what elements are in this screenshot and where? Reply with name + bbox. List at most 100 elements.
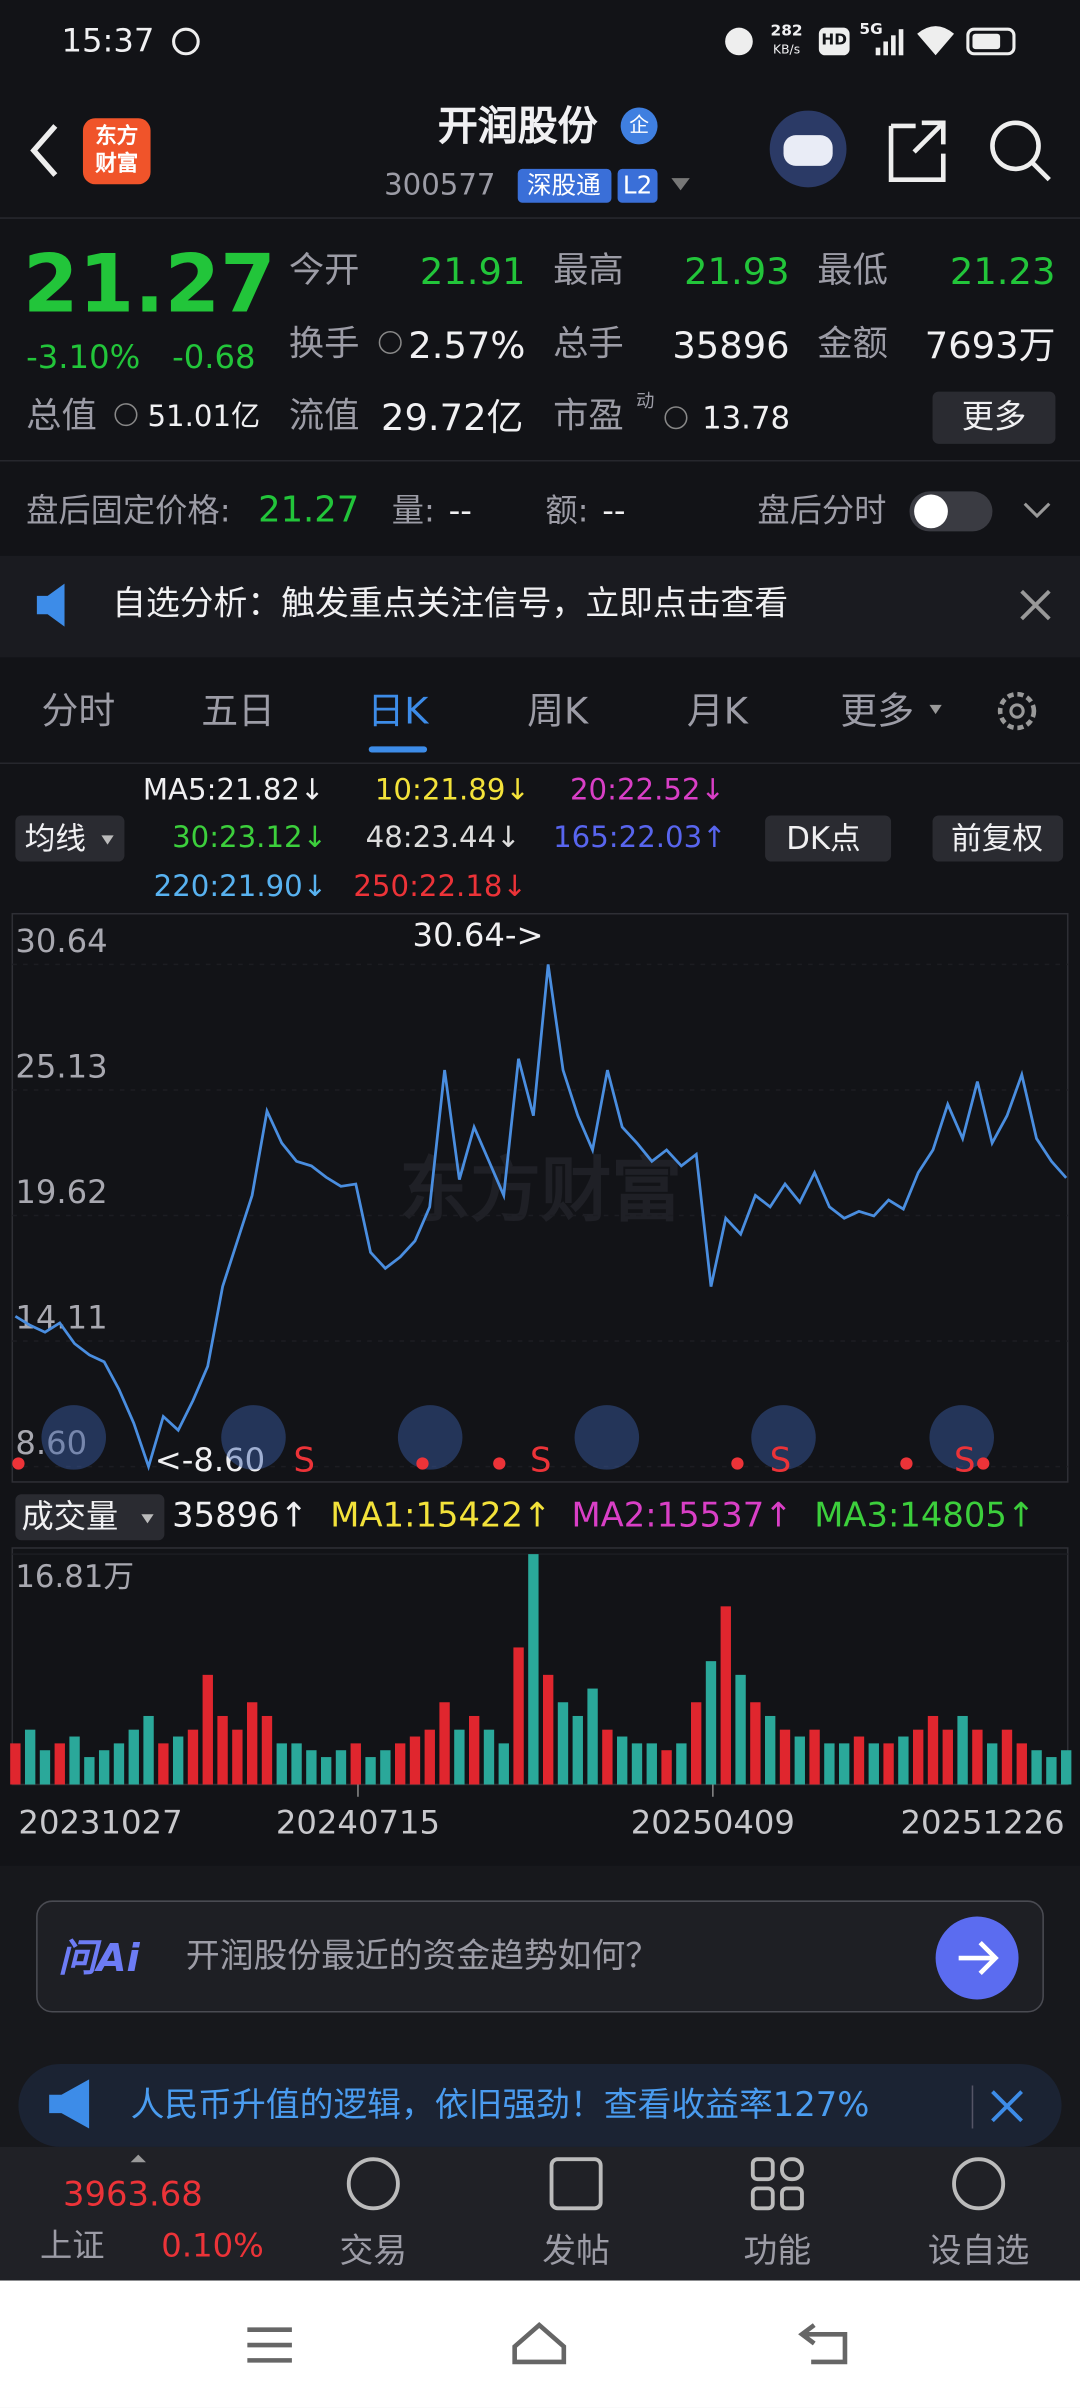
back-nav-button[interactable] bbox=[798, 2323, 848, 2365]
after-hours-toggle-label: 盘后分时 bbox=[757, 492, 887, 530]
chart-control[interactable] bbox=[41, 1405, 107, 1470]
dk-label[interactable]: DK点 bbox=[786, 820, 861, 857]
field-value: 51.01亿 bbox=[147, 400, 261, 434]
tab[interactable]: 月K bbox=[686, 689, 748, 733]
index-name[interactable]: 上证 bbox=[39, 2227, 105, 2265]
connect-tag-bg bbox=[517, 168, 612, 203]
field-value: 21.93 bbox=[684, 250, 790, 294]
back-button[interactable] bbox=[30, 124, 58, 177]
volume-bar bbox=[587, 1688, 598, 1785]
dropdown-icon[interactable] bbox=[671, 178, 690, 191]
ai-prompt[interactable]: 开润股份最近的资金趋势如何？ bbox=[185, 1938, 660, 1977]
price-frame bbox=[11, 912, 1069, 1483]
index-change[interactable]: 0.10% bbox=[161, 2227, 264, 2265]
nav-item[interactable]: 设自选 bbox=[927, 2232, 1030, 2272]
chart-control[interactable] bbox=[221, 1405, 286, 1470]
volume-bar bbox=[720, 1606, 731, 1785]
more-label[interactable]: 更多 bbox=[961, 398, 1027, 436]
expand-index[interactable] bbox=[130, 2154, 146, 2163]
banner-bg[interactable] bbox=[18, 2063, 1062, 2147]
volume-ma-legend: MA3:14805↑ bbox=[814, 1497, 1036, 1536]
signal-label: S bbox=[530, 1440, 551, 1479]
home-button[interactable] bbox=[512, 2321, 567, 2365]
volume-bar bbox=[158, 1743, 169, 1785]
wifi-icon bbox=[917, 26, 955, 56]
net-speed: 282 bbox=[770, 23, 803, 40]
index-value[interactable]: 3963.68 bbox=[62, 2176, 203, 2215]
stock-code: 300577 bbox=[384, 168, 496, 202]
tab[interactable]: 更多 bbox=[840, 689, 915, 733]
volume-bar bbox=[306, 1750, 317, 1785]
info-icon[interactable] bbox=[114, 403, 138, 427]
notice-text[interactable]: 自选分析：触发重点关注信号，立即点击查看 bbox=[112, 585, 789, 624]
watchlist-icon[interactable] bbox=[952, 2157, 1006, 2211]
volume-bar bbox=[335, 1750, 347, 1785]
share-button[interactable] bbox=[888, 120, 946, 182]
nav-item[interactable]: 交易 bbox=[339, 2232, 408, 2272]
functions-icon[interactable] bbox=[750, 2157, 804, 2211]
info-icon[interactable] bbox=[378, 330, 402, 354]
chart-control[interactable] bbox=[574, 1405, 640, 1470]
max-label: 30.64-> bbox=[413, 916, 544, 954]
volume-bar bbox=[927, 1715, 939, 1785]
tab-active[interactable]: 日K bbox=[367, 689, 429, 733]
y-tick-label: 8.60 bbox=[15, 1424, 87, 1462]
chart-control[interactable] bbox=[929, 1405, 994, 1470]
search-button[interactable] bbox=[990, 120, 1041, 172]
dk-button[interactable] bbox=[765, 815, 892, 862]
more-button[interactable] bbox=[932, 391, 1056, 444]
volume-bar bbox=[557, 1702, 569, 1785]
nav-item[interactable]: 功能 bbox=[743, 2232, 812, 2272]
volume-bar bbox=[809, 1729, 820, 1785]
ma-legend: 48:23.44↓ bbox=[365, 820, 521, 855]
volume-bar bbox=[143, 1715, 154, 1785]
x-tick-label: 20231027 bbox=[18, 1803, 182, 1841]
signal-dot bbox=[12, 1457, 25, 1470]
field-value: 21.91 bbox=[419, 250, 526, 294]
volume-bar bbox=[246, 1702, 258, 1785]
dropdown-icon bbox=[141, 1514, 154, 1524]
volume-selector[interactable] bbox=[15, 1494, 165, 1541]
tab[interactable]: 周K bbox=[527, 689, 589, 733]
close-banner[interactable] bbox=[991, 2090, 1023, 2123]
volume-bar bbox=[750, 1702, 761, 1785]
menu-button[interactable] bbox=[247, 2327, 292, 2363]
info-icon[interactable] bbox=[664, 406, 688, 430]
adjust-button[interactable] bbox=[932, 815, 1064, 862]
nav-item[interactable]: 发帖 bbox=[542, 2232, 610, 2272]
y-tick-label: 19.62 bbox=[15, 1173, 107, 1211]
volume-bar bbox=[513, 1647, 524, 1785]
field-label: 最高 bbox=[553, 251, 624, 292]
close-notice[interactable] bbox=[1020, 589, 1051, 621]
ma-legend: 20:22.52↓ bbox=[569, 773, 725, 808]
trade-icon[interactable] bbox=[346, 2157, 400, 2211]
post-icon[interactable] bbox=[549, 2157, 603, 2211]
logo-text: 财富 bbox=[95, 152, 139, 177]
volume-bar bbox=[1031, 1750, 1042, 1785]
tab[interactable]: 五日 bbox=[201, 689, 275, 733]
settings-button[interactable] bbox=[997, 691, 1037, 731]
banner-text[interactable]: 人民币升值的逻辑，依旧强劲！查看收益率127% bbox=[130, 2087, 870, 2126]
stock-name: 开润股份 bbox=[437, 104, 598, 151]
y-tick-label: 16.81万 bbox=[15, 1559, 134, 1595]
adjust-label[interactable]: 前复权 bbox=[950, 820, 1044, 857]
assistant-face bbox=[783, 135, 833, 166]
volume-bar bbox=[542, 1674, 554, 1785]
signal-dot bbox=[416, 1457, 429, 1470]
volume-bar bbox=[98, 1750, 110, 1785]
connect-tag: 深股通 bbox=[526, 170, 601, 200]
ai-box[interactable] bbox=[36, 1900, 1044, 2013]
signal-icon bbox=[875, 29, 904, 56]
chart-control[interactable] bbox=[751, 1405, 816, 1470]
signal-label: S bbox=[770, 1440, 791, 1479]
chart-control[interactable] bbox=[397, 1405, 463, 1470]
ma-selector[interactable] bbox=[15, 815, 125, 862]
volume-selector-label[interactable]: 成交量 bbox=[21, 1498, 119, 1535]
volume-bar bbox=[454, 1729, 465, 1785]
ma-selector-label[interactable]: 均线 bbox=[24, 820, 87, 857]
tab[interactable]: 分时 bbox=[41, 689, 116, 733]
volume-bar bbox=[232, 1729, 243, 1785]
expand-icon[interactable] bbox=[1023, 502, 1051, 519]
signal-dot bbox=[731, 1457, 744, 1470]
